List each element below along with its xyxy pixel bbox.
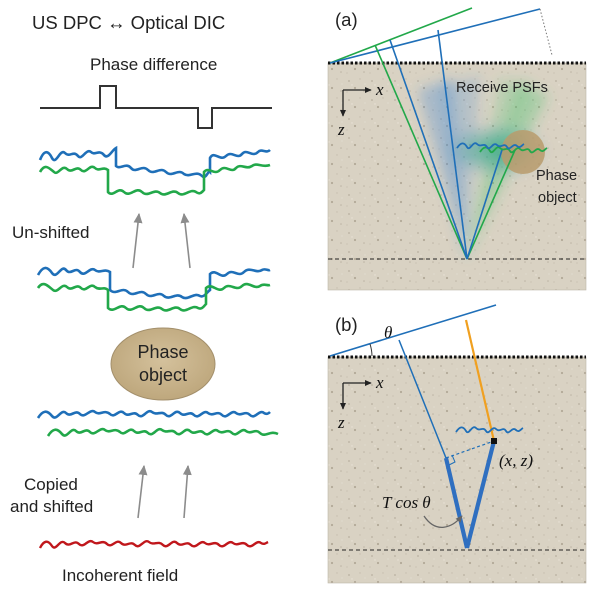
ray-b-blue-thick-right (464, 440, 497, 549)
phase-difference-label: Phase difference (90, 55, 217, 74)
wave-copied-blue (36, 409, 271, 419)
ray-a-green-2 (466, 149, 516, 260)
receive-psfs-label: Receive PSFs (456, 80, 548, 96)
ray-a-blue-2 (466, 149, 503, 260)
wavefront-a-blue (329, 8, 541, 64)
arrow-up-2 (180, 212, 191, 269)
ray-b-orange (464, 319, 496, 442)
point-marker (491, 438, 497, 444)
wavelet-b-blue (455, 426, 524, 434)
wave-incoherent-red (38, 539, 269, 549)
wavelet-a-blue (456, 142, 525, 150)
theta-arc (369, 343, 373, 357)
axis-a-z-label: z (337, 120, 345, 139)
unshifted-label: Un-shifted (12, 223, 89, 242)
left-title: US DPC ↔ Optical DIC (32, 12, 225, 33)
ray-b-blue-thin (398, 339, 447, 459)
ray-b-blue-thick-left (443, 457, 470, 549)
axis-a-x-label: x (375, 80, 384, 99)
wave-top-green (38, 163, 271, 196)
copied-label-line2: and shifted (10, 497, 93, 516)
phase-object-left-line2: object (139, 365, 187, 385)
point-label: (x, z) (499, 451, 533, 470)
ray-a-green-1 (374, 44, 468, 260)
phase-object-a-line1: Phase (536, 168, 577, 184)
wave-mid-blue (36, 266, 271, 300)
right-angle-marker (448, 454, 456, 466)
phase-object-a-line2: object (538, 190, 577, 206)
wavelet-a-green (479, 146, 548, 154)
wave-top-blue (38, 145, 271, 179)
arrow-up-4 (182, 464, 192, 519)
arrow-up-3 (137, 464, 148, 519)
copied-label-line1: Copied (24, 475, 78, 494)
wavefront-b-blue (329, 304, 497, 357)
incoherent-field-label: Incoherent field (62, 566, 178, 585)
axis-b-x-label: x (375, 373, 384, 392)
ray-a-blue-1 (389, 39, 468, 260)
panel-a-tag: (a) (335, 9, 358, 30)
phase-difference-trace (40, 85, 272, 129)
t-cos-theta-label: T cos θ (382, 493, 431, 512)
panel-b-tag: (b) (335, 314, 358, 335)
arrow-up-1 (132, 212, 143, 269)
ray-a-blue-vert (437, 29, 468, 260)
ray-b-dashed (445, 440, 495, 459)
wave-mid-green (36, 282, 271, 312)
tissue-b (327, 356, 587, 584)
phase-object-a (501, 130, 545, 174)
phase-object-left (110, 327, 216, 401)
wave-copied-green (46, 427, 279, 437)
theta-label: θ (384, 323, 392, 342)
wavefront-a-green (329, 7, 473, 64)
axis-b-z-label: z (337, 413, 345, 432)
t-cos-theta-arrow (423, 515, 463, 528)
wavefront-a-dotted-edge (539, 8, 553, 56)
phase-object-left-line1: Phase (137, 342, 188, 362)
